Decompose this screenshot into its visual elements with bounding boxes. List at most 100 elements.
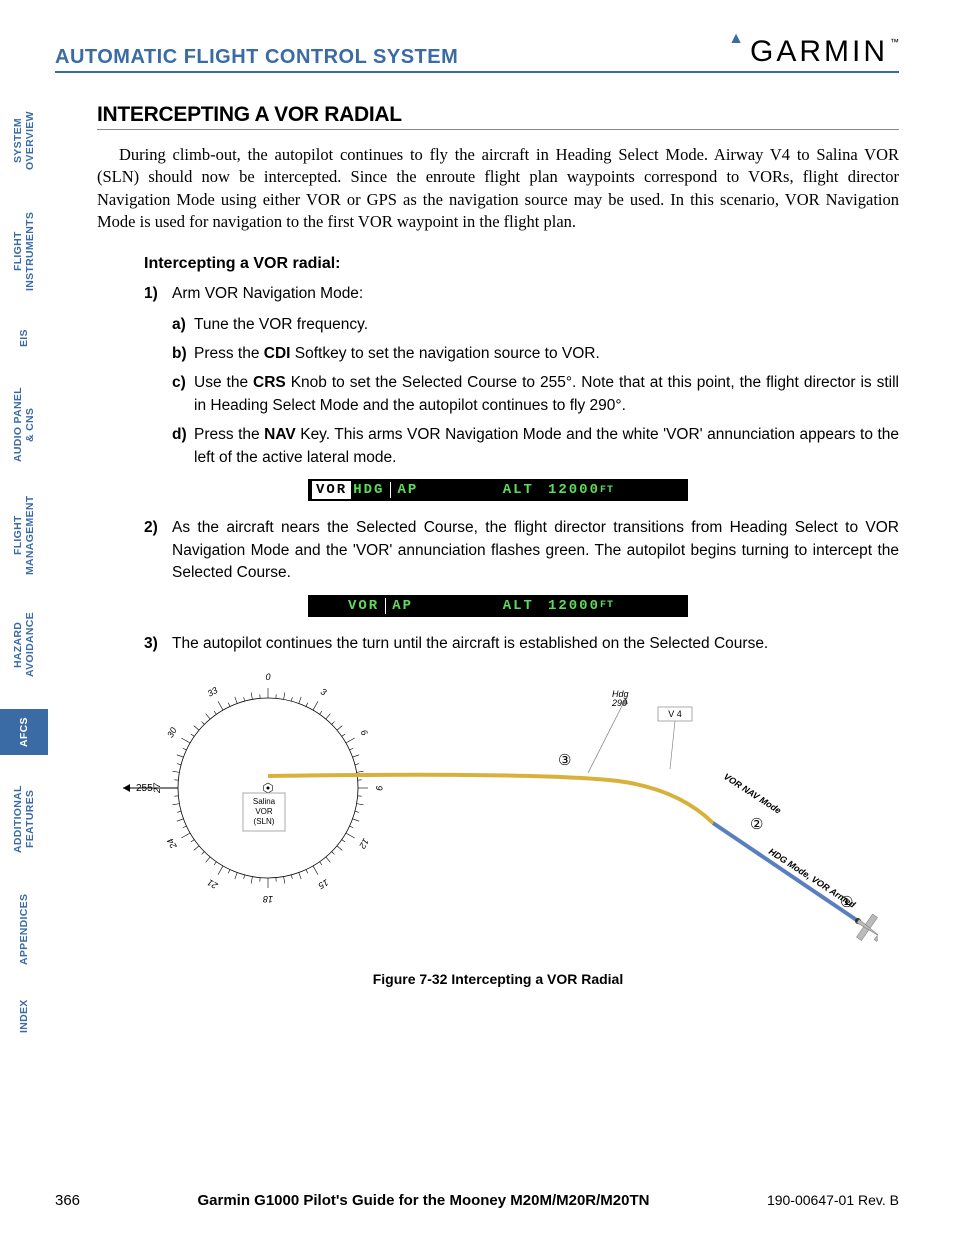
svg-text:9: 9 xyxy=(374,786,384,791)
text-pre: Press the xyxy=(194,426,264,443)
key-name: NAV xyxy=(264,426,296,443)
logo-text: GARMIN xyxy=(750,35,888,69)
vor-ident: (SLN) xyxy=(254,817,275,826)
vor-active-annunciation: VOR xyxy=(348,598,379,614)
sidebar-tab-1[interactable]: FLIGHT INSTRUMENTS xyxy=(0,205,48,297)
hdg-label: Hdg290 xyxy=(611,689,629,708)
svg-text:0: 0 xyxy=(265,672,270,682)
step-3: 3) The autopilot continues the turn unti… xyxy=(144,633,899,655)
page-header: AUTOMATIC FLIGHT CONTROL SYSTEM ▲ GARMIN… xyxy=(55,35,899,73)
mode-label-vor-nav: VOR NAV Mode xyxy=(722,772,783,817)
svg-text:24: 24 xyxy=(165,837,179,852)
marker-1: ① xyxy=(840,894,853,911)
substep-text: Tune the VOR frequency. xyxy=(194,314,899,336)
substep-c: c) Use the CRS Knob to set the Selected … xyxy=(172,372,899,417)
text-pre: Press the xyxy=(194,345,264,362)
garmin-logo: ▲ GARMIN ™ xyxy=(732,35,899,69)
procedure-subheading: Intercepting a VOR radial: xyxy=(144,255,899,273)
svg-text:21: 21 xyxy=(206,878,221,892)
step-2: 2) As the aircraft nears the Selected Co… xyxy=(144,517,899,584)
altitude-value: 12000 xyxy=(548,482,600,498)
substep-text: Press the NAV Key. This arms VOR Navigat… xyxy=(194,424,899,469)
ap-annunciation: AP xyxy=(397,482,418,498)
vor-name: Salina xyxy=(253,797,276,806)
text-post: Knob to set the Selected Course to 255°.… xyxy=(194,374,899,413)
ap-annunciation: AP xyxy=(392,598,413,614)
marker-2: ② xyxy=(750,816,763,833)
alt-annunciation: ALT xyxy=(503,482,534,498)
intro-paragraph: During climb-out, the autopilot continue… xyxy=(97,144,899,233)
header-section-title: AUTOMATIC FLIGHT CONTROL SYSTEM xyxy=(55,46,458,69)
page-number: 366 xyxy=(55,1192,80,1209)
svg-text:6: 6 xyxy=(359,728,370,737)
vor-type: VOR xyxy=(255,807,273,816)
section-heading: INTERCEPTING A VOR RADIAL xyxy=(97,103,899,130)
svg-text:15: 15 xyxy=(316,878,331,892)
hdg-leader-line xyxy=(588,698,626,773)
substep-b: b) Press the CDI Softkey to set the navi… xyxy=(172,343,899,365)
step-text: The autopilot continues the turn until t… xyxy=(172,633,899,655)
substep-text: Use the CRS Knob to set the Selected Cou… xyxy=(194,372,899,417)
sidebar-tab-0[interactable]: SYSTEM OVERVIEW xyxy=(0,95,48,187)
aircraft-icon xyxy=(850,910,878,949)
arrowhead-icon xyxy=(123,784,130,792)
sidebar-tab-5[interactable]: HAZARD AVOIDANCE xyxy=(0,599,48,691)
altitude-unit: FT xyxy=(600,600,614,611)
step-number: 1) xyxy=(144,283,172,305)
content-area: INTERCEPTING A VOR RADIAL During climb-o… xyxy=(97,103,899,987)
svg-text:12: 12 xyxy=(357,837,371,851)
svg-text:33: 33 xyxy=(206,685,220,699)
substep-label: b) xyxy=(172,343,194,365)
svg-text:18: 18 xyxy=(263,894,273,904)
text-post: Softkey to set the navigation source to … xyxy=(290,345,599,362)
knob-name: CRS xyxy=(253,374,286,391)
page-footer: 366 Garmin G1000 Pilot's Guide for the M… xyxy=(55,1192,899,1209)
airway-leader-line xyxy=(670,721,675,769)
sidebar-tab-2[interactable]: EIS xyxy=(0,315,48,361)
afcs-status-bar-1: VOR HDG AP ALT 12000FT xyxy=(308,479,688,501)
step-number: 2) xyxy=(144,517,172,584)
step-number: 3) xyxy=(144,633,172,655)
substep-label: d) xyxy=(172,424,194,469)
substep-label: a) xyxy=(172,314,194,336)
alt-annunciation: ALT xyxy=(503,598,534,614)
substep-text: Press the CDI Softkey to set the navigat… xyxy=(194,343,899,365)
afcs-status-bar-2: VOR AP ALT 12000FT xyxy=(308,595,688,617)
document-revision: 190-00647-01 Rev. B xyxy=(767,1192,899,1208)
logo-triangle-icon: ▲ xyxy=(728,30,744,48)
vor-intercept-diagram: 03691215182124273033 255 Salina VOR (SLN… xyxy=(118,663,878,963)
svg-text:3: 3 xyxy=(319,687,328,698)
blue-track-line xyxy=(713,823,858,921)
softkey-name: CDI xyxy=(264,345,291,362)
marker-3: ③ xyxy=(558,752,571,769)
svg-text:30: 30 xyxy=(165,726,179,740)
sidebar-tab-6[interactable]: AFCS xyxy=(0,709,48,755)
vor-armed-annunciation: VOR xyxy=(312,481,351,499)
sidebar-tab-7[interactable]: ADDITIONAL FEATURES xyxy=(0,773,48,865)
hdg-active-annunciation: HDG xyxy=(353,482,384,498)
separator-icon xyxy=(390,482,391,498)
altitude-value: 12000 xyxy=(548,598,600,614)
compass-rose-icon: 03691215182124273033 xyxy=(152,672,384,904)
text-post: Key. This arms VOR Navigation Mode and t… xyxy=(194,426,899,465)
sidebar-tab-8[interactable]: APPENDICES xyxy=(0,883,48,975)
figure-caption: Figure 7-32 Intercepting a VOR Radial xyxy=(97,971,899,987)
document-title: Garmin G1000 Pilot's Guide for the Moone… xyxy=(197,1192,649,1209)
step-text: As the aircraft nears the Selected Cours… xyxy=(172,517,899,584)
logo-trademark: ™ xyxy=(890,37,899,47)
sidebar-tab-3[interactable]: AUDIO PANEL & CNS xyxy=(0,379,48,471)
substep-a: a) Tune the VOR frequency. xyxy=(172,314,899,336)
yellow-track-line xyxy=(268,775,713,823)
sidebar-tab-4[interactable]: FLIGHT MANAGEMENT xyxy=(0,489,48,581)
separator-icon xyxy=(385,598,386,614)
altitude-unit: FT xyxy=(600,485,614,496)
figure-7-32: 03691215182124273033 255 Salina VOR (SLN… xyxy=(97,663,899,963)
substep-label: c) xyxy=(172,372,194,417)
airway-label: V 4 xyxy=(668,709,682,719)
substep-d: d) Press the NAV Key. This arms VOR Navi… xyxy=(172,424,899,469)
step-text: Arm VOR Navigation Mode: xyxy=(172,283,899,305)
text-pre: Use the xyxy=(194,374,253,391)
sidebar-tab-9[interactable]: INDEX xyxy=(0,993,48,1039)
section-tabs-sidebar: SYSTEM OVERVIEW FLIGHT INSTRUMENTS EIS AUDI… xyxy=(0,95,48,1057)
step-1: 1) Arm VOR Navigation Mode: xyxy=(144,283,899,305)
